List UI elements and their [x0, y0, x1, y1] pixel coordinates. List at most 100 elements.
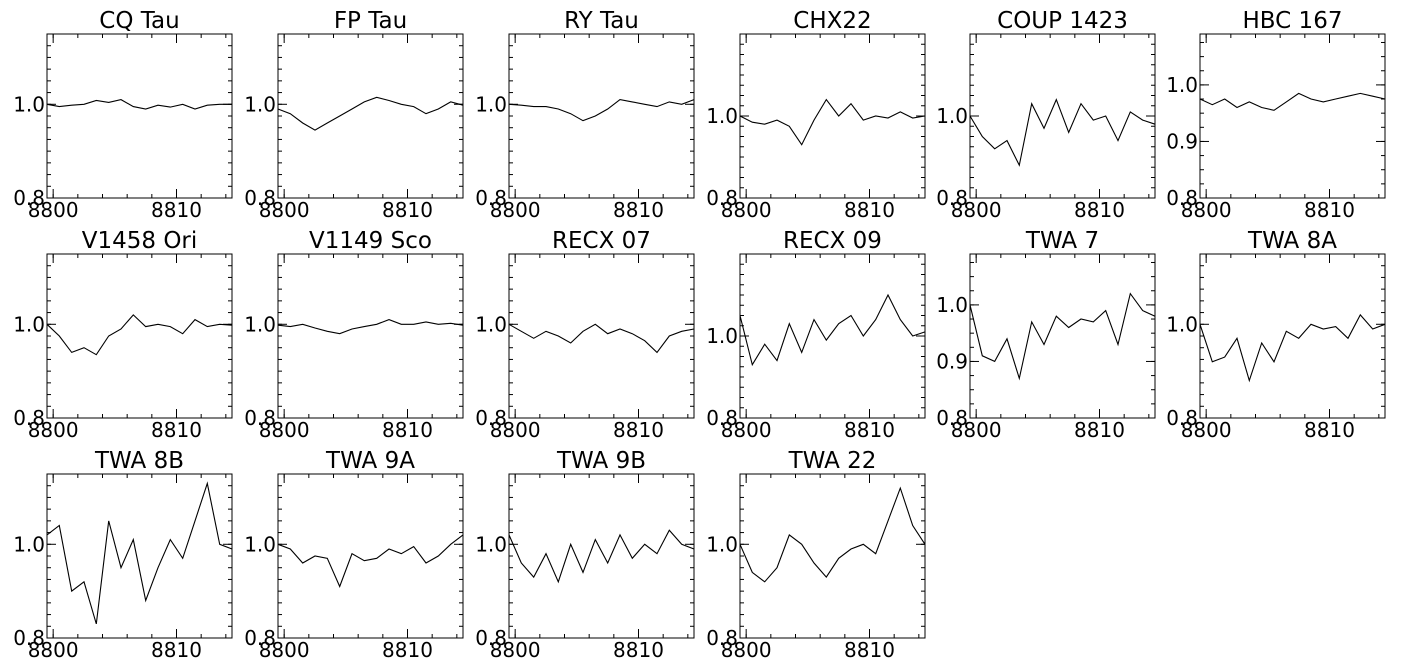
spectrum-line: [277, 534, 464, 588]
subplot-title: FP Tau: [334, 8, 407, 34]
x-tick-label: 8810: [613, 418, 664, 442]
x-tick-label: 8810: [613, 198, 664, 222]
x-tick-label: 8800: [490, 198, 541, 222]
x-tick-label: 8810: [151, 638, 202, 662]
spectrum-line: [277, 96, 464, 131]
x-tick-label: 8810: [1304, 198, 1355, 222]
y-tick-label: 0.8: [475, 626, 507, 650]
y-tick-label: 1.0: [936, 104, 968, 128]
x-tick-label: 8800: [1181, 418, 1232, 442]
y-tick-label: 0.8: [1166, 406, 1198, 430]
y-tick-label: 0.8: [244, 186, 276, 210]
x-tick-label: 8810: [382, 638, 433, 662]
spectrum-line: [969, 98, 1156, 167]
x-tick-label: 8810: [382, 198, 433, 222]
subplot: CQ Tau 8800 8810 0.8 1.0: [13, 8, 233, 222]
y-tick-label: 1.0: [706, 324, 738, 348]
x-tick-label: 8800: [28, 638, 79, 662]
subplot: RECX 09 8800 8810 0.8 1.0: [706, 228, 926, 442]
axes-frame: [508, 33, 695, 199]
spectrum-line: [508, 99, 695, 122]
axes-frame: [277, 253, 464, 419]
subplot-title: CHX22: [793, 8, 871, 34]
subplot: TWA 7 8800 8810 0.8 0.9 1.0: [936, 228, 1156, 442]
spectrum-line: [739, 98, 926, 146]
subplot: CHX22 8800 8810 0.8 1.0: [706, 8, 926, 222]
axes-frame: [739, 33, 926, 199]
x-tick-label: 8810: [1074, 198, 1125, 222]
y-tick-label: 1.0: [13, 312, 45, 336]
subplot-title: TWA 9A: [325, 448, 415, 474]
subplot: RY Tau 8800 8810 0.8 1.0: [475, 8, 695, 222]
y-tick-label: 1.0: [706, 104, 738, 128]
spectrum-line: [739, 486, 926, 583]
subplot-title: TWA 22: [788, 448, 877, 474]
y-tick-label: 0.8: [13, 186, 45, 210]
subplot-title: RECX 07: [552, 228, 651, 254]
x-tick-label: 8800: [28, 198, 79, 222]
y-tick-label: 0.8: [706, 406, 738, 430]
subplot-title: TWA 8A: [1247, 228, 1337, 254]
spectrum-line: [739, 293, 926, 367]
subplot: TWA 9A 8800 8810 0.8 1.0: [244, 448, 464, 662]
y-tick-label: 1.0: [475, 532, 507, 556]
subplot-title: RY Tau: [564, 8, 639, 34]
x-tick-label: 8800: [259, 198, 310, 222]
spectrum-line: [1199, 92, 1386, 111]
axes-frame: [1199, 33, 1386, 199]
y-tick-label: 1.0: [244, 92, 276, 116]
axes-frame: [46, 33, 233, 199]
subplot-title: CQ Tau: [99, 8, 179, 34]
x-tick-label: 8810: [1074, 418, 1125, 442]
spectrum-line: [46, 314, 233, 356]
spectrum-line: [46, 481, 233, 625]
y-tick-label: 1.0: [1166, 73, 1198, 97]
axes-frame: [46, 473, 233, 639]
x-tick-label: 8810: [151, 198, 202, 222]
y-tick-label: 0.8: [475, 406, 507, 430]
y-tick-label: 0.9: [1166, 129, 1198, 153]
axes-frame: [1199, 253, 1386, 419]
spectrum-line: [1199, 313, 1386, 383]
y-tick-label: 0.8: [13, 406, 45, 430]
x-tick-label: 8810: [844, 418, 895, 442]
y-tick-label: 1.0: [936, 293, 968, 317]
x-tick-label: 8800: [951, 418, 1002, 442]
x-tick-label: 8800: [259, 638, 310, 662]
subplot: TWA 22 8800 8810 0.8 1.0: [706, 448, 926, 662]
y-tick-label: 0.8: [706, 626, 738, 650]
x-tick-label: 8800: [721, 638, 772, 662]
y-tick-label: 1.0: [244, 532, 276, 556]
y-tick-label: 0.8: [244, 406, 276, 430]
axes-frame: [46, 253, 233, 419]
subplot-title: TWA 9B: [556, 448, 646, 474]
spectrum-line: [969, 292, 1156, 381]
spectrum-line: [508, 323, 695, 354]
subplot: V1458 Ori 8800 8810 0.8 1.0: [13, 228, 233, 442]
subplot: FP Tau 8800 8810 0.8 1.0: [244, 8, 464, 222]
y-tick-label: 1.0: [1166, 312, 1198, 336]
y-tick-label: 1.0: [475, 312, 507, 336]
subplot: TWA 9B 8800 8810 0.8 1.0: [475, 448, 695, 662]
x-tick-label: 8810: [151, 418, 202, 442]
axes-frame: [739, 473, 926, 639]
subplot: TWA 8B 8800 8810 0.8 1.0: [13, 448, 233, 662]
x-tick-label: 8800: [490, 638, 541, 662]
x-tick-label: 8800: [721, 418, 772, 442]
y-tick-label: 0.8: [244, 626, 276, 650]
x-tick-label: 8810: [844, 638, 895, 662]
x-tick-label: 8810: [844, 198, 895, 222]
axes-frame: [277, 33, 464, 199]
subplot-title: TWA 7: [1025, 228, 1099, 254]
spectrum-line: [46, 99, 232, 110]
subplot-title: COUP 1423: [997, 8, 1128, 34]
subplot: COUP 1423 8800 8810 0.8 1.0: [936, 8, 1156, 222]
y-tick-label: 0.8: [936, 406, 968, 430]
subplot: RECX 07 8800 8810 0.8 1.0: [475, 228, 695, 442]
subplot: HBC 167 8800 8810 0.8 0.9 1.0: [1166, 8, 1386, 222]
y-tick-label: 1.0: [13, 532, 45, 556]
y-tick-label: 1.0: [13, 92, 45, 116]
subplot-title: HBC 167: [1243, 8, 1343, 34]
subplot-title: V1458 Ori: [82, 228, 198, 254]
